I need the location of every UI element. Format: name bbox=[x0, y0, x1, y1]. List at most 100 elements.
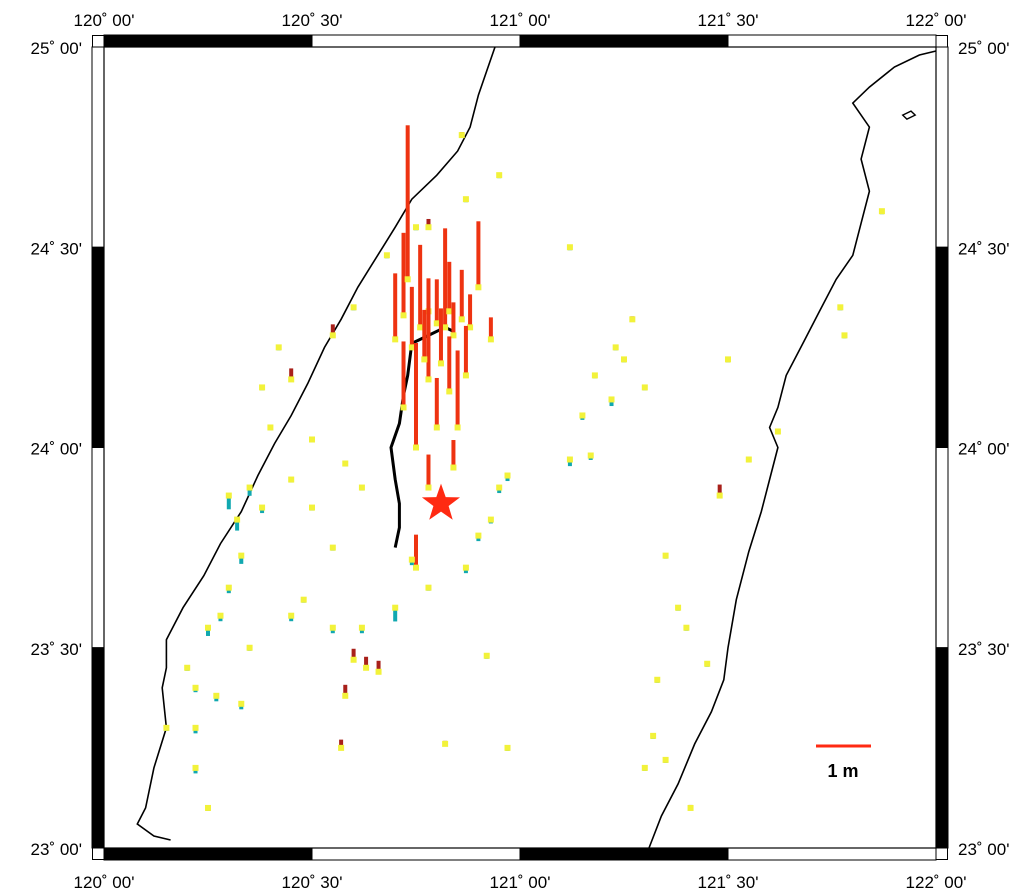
tick-labels: 120˚ 00' 120˚ 00' 120˚ 30' 120˚ 30' 121˚ 00'… bbox=[31, 11, 1010, 892]
displacement-bar bbox=[609, 399, 614, 407]
frame-band-left bbox=[91, 647, 105, 849]
displacement-bar bbox=[206, 627, 210, 636]
gps-station-marker bbox=[683, 624, 690, 631]
gps-station-marker bbox=[496, 172, 503, 179]
frame-band-left bbox=[91, 246, 105, 448]
gps-station-marker bbox=[475, 532, 482, 539]
station-layer bbox=[163, 125, 885, 811]
lat-tick-label-left: 24˚ 30' bbox=[31, 239, 82, 258]
gps-station-marker bbox=[400, 404, 407, 411]
gps-station-marker bbox=[462, 196, 469, 203]
lon-tick-label-top: 121˚ 30' bbox=[698, 11, 759, 30]
scale-bar: 1 m bbox=[816, 744, 871, 781]
gps-station-marker bbox=[450, 332, 457, 339]
gps-station-marker bbox=[413, 224, 419, 231]
displacement-bar bbox=[459, 269, 464, 320]
displacement-bar bbox=[468, 294, 473, 328]
gps-station-marker bbox=[192, 724, 199, 731]
gps-station-marker bbox=[275, 344, 282, 351]
gps-station-marker bbox=[238, 700, 245, 707]
gps-station-marker bbox=[425, 224, 432, 231]
gps-station-marker bbox=[450, 464, 457, 471]
gps-station-marker bbox=[217, 612, 224, 619]
displacement-bar bbox=[405, 125, 410, 280]
gps-station-marker bbox=[878, 208, 885, 215]
gps-station-marker bbox=[841, 332, 848, 339]
gps-station-marker bbox=[213, 692, 220, 699]
displacement-bar bbox=[414, 343, 418, 448]
displacement-bar bbox=[434, 377, 439, 428]
gps-station-marker bbox=[675, 604, 682, 611]
frame-band-top bbox=[103, 34, 313, 48]
displacement-bar bbox=[409, 286, 414, 348]
displacement-bar bbox=[364, 656, 369, 668]
gps-station-marker bbox=[425, 376, 432, 383]
gps-station-marker bbox=[716, 492, 723, 499]
gps-station-marker bbox=[259, 504, 266, 511]
displacement-bar bbox=[426, 454, 431, 488]
displacement-bar bbox=[401, 341, 406, 408]
gps-station-marker bbox=[329, 544, 336, 551]
gps-station-marker bbox=[425, 484, 432, 491]
displacement-bar bbox=[463, 325, 468, 376]
gps-station-marker bbox=[309, 504, 315, 511]
gps-station-marker bbox=[350, 304, 357, 311]
gps-station-marker bbox=[621, 356, 627, 363]
displacement-bar bbox=[447, 336, 452, 392]
lon-tick-label-bottom: 120˚ 00' bbox=[74, 873, 135, 892]
gps-station-marker bbox=[288, 612, 295, 619]
displacement-bar bbox=[351, 648, 356, 660]
frame-band-right bbox=[935, 46, 949, 248]
gps-station-marker bbox=[392, 336, 399, 343]
frame-band-right bbox=[935, 246, 949, 448]
lat-tick-label-right: 25˚ 00' bbox=[958, 39, 1009, 58]
gps-station-marker bbox=[413, 564, 419, 571]
gps-station-marker bbox=[425, 584, 432, 591]
gps-station-marker bbox=[662, 552, 669, 559]
gps-station-marker bbox=[192, 684, 199, 691]
gps-station-marker bbox=[392, 604, 399, 611]
gps-station-marker bbox=[837, 304, 844, 311]
lat-tick-label-left: 23˚ 00' bbox=[31, 840, 82, 859]
gps-station-marker bbox=[163, 724, 170, 731]
gps-station-marker bbox=[400, 312, 407, 319]
gps-station-marker bbox=[774, 428, 781, 435]
gps-station-marker bbox=[363, 664, 370, 671]
lat-tick-label-right: 23˚ 00' bbox=[958, 840, 1009, 859]
gps-station-marker bbox=[462, 564, 469, 571]
gps-station-marker bbox=[442, 324, 449, 331]
gps-station-marker bbox=[587, 452, 594, 459]
gps-station-marker bbox=[383, 252, 390, 259]
gps-station-marker bbox=[483, 652, 490, 659]
lat-tick-label-left: 24˚ 00' bbox=[31, 440, 82, 459]
gps-station-marker bbox=[725, 356, 731, 363]
map-frame bbox=[91, 34, 949, 861]
displacement-bar bbox=[393, 273, 398, 340]
frame-band-top bbox=[727, 34, 937, 48]
frame-band-left bbox=[91, 46, 105, 248]
gps-station-marker bbox=[234, 516, 241, 523]
frame-band-bottom bbox=[519, 847, 729, 861]
gps-station-marker bbox=[496, 484, 503, 491]
gps-station-marker bbox=[205, 624, 211, 631]
gps-station-marker bbox=[338, 744, 345, 751]
gps-station-marker bbox=[421, 356, 428, 363]
displacement-bar bbox=[339, 739, 344, 748]
gps-station-marker bbox=[184, 664, 191, 671]
gps-station-marker bbox=[342, 460, 349, 467]
lon-tick-label-top: 122˚ 00' bbox=[906, 11, 967, 30]
lat-tick-label-right: 23˚ 30' bbox=[958, 640, 1009, 659]
gps-station-marker bbox=[475, 284, 482, 291]
frame-band-left bbox=[91, 447, 105, 649]
displacement-bar bbox=[418, 244, 423, 328]
gps-station-marker bbox=[458, 316, 465, 323]
gps-station-marker bbox=[629, 316, 636, 323]
gps-station-marker bbox=[745, 456, 752, 463]
gps-station-marker bbox=[375, 668, 382, 675]
displacement-bar bbox=[376, 660, 381, 672]
frame-band-bottom bbox=[727, 847, 937, 861]
gps-station-marker bbox=[504, 744, 511, 751]
gps-station-marker bbox=[566, 456, 573, 463]
displacement-bar bbox=[426, 278, 431, 312]
